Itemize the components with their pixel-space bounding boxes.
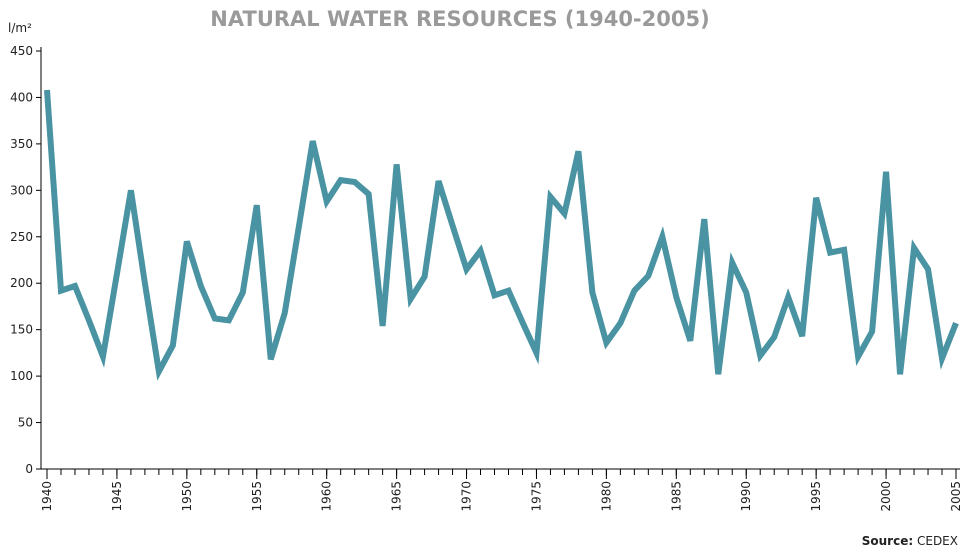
source-name: CEDEX (917, 534, 958, 548)
y-tick-label: 150 (10, 323, 33, 337)
x-tick-label: 1960 (320, 481, 334, 512)
y-tick-label: 350 (10, 137, 33, 151)
chart-title: NATURAL WATER RESOURCES (1940-2005) (210, 7, 709, 31)
x-tick-label: 1965 (390, 481, 404, 512)
x-tick-label: 2005 (949, 481, 963, 512)
y-tick-label: 50 (18, 416, 33, 430)
data-line (44, 89, 959, 381)
x-tick-label: 1970 (460, 481, 474, 512)
y-tick-label: 250 (10, 230, 33, 244)
y-tick-label: 300 (10, 183, 33, 197)
x-tick-label: 1945 (110, 481, 124, 512)
x-tick-label: 1995 (809, 481, 823, 512)
source: Source: CEDEX (862, 534, 958, 548)
x-tick-label: 1985 (669, 481, 683, 512)
y-tick-label: 200 (10, 276, 33, 290)
y-tick-label: 100 (10, 369, 33, 383)
y-tick-label: 0 (25, 462, 33, 476)
x-tick-label: 2000 (879, 481, 893, 512)
x-tick-label: 1990 (739, 481, 753, 512)
x-tick-label: 1950 (180, 481, 194, 512)
y-axis-label: l/m² (8, 21, 32, 35)
x-tick-label: 1975 (529, 481, 543, 512)
source-label: Source: (862, 534, 913, 548)
x-tick-label: 1980 (599, 481, 613, 512)
y-tick-label: 400 (10, 90, 33, 104)
y-tick-label: 450 (10, 44, 33, 58)
x-tick-label: 1940 (40, 481, 54, 512)
x-tick-label: 1955 (250, 481, 264, 512)
